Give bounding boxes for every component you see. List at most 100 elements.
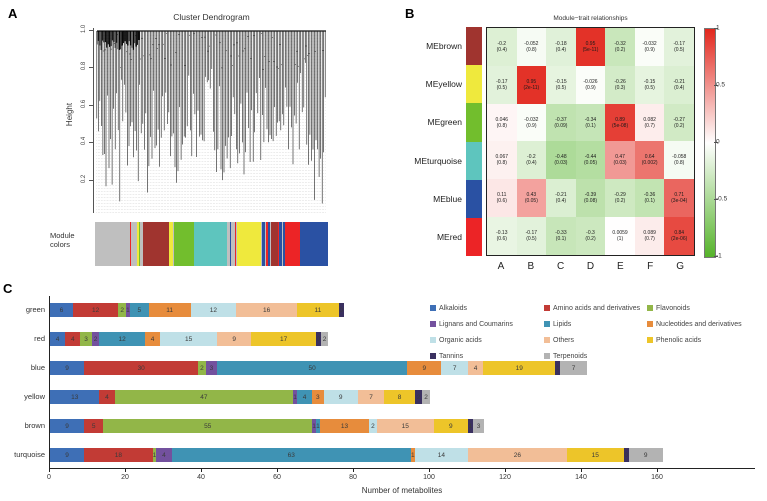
bar-segment-value: 55 — [204, 422, 212, 430]
colorbar-tick-label: 0 — [716, 138, 720, 146]
heatmap-cell: -0.032 (0.9) — [634, 28, 665, 66]
legend-swatch — [544, 321, 550, 327]
bar-segment-value: 9 — [65, 422, 69, 430]
x-tick-mark — [49, 469, 50, 472]
bar-segment: 9 — [217, 332, 252, 346]
bar-segment: 2 — [118, 303, 126, 317]
legend-item: Nucleotides and derivatives — [647, 316, 767, 332]
module-band-segment — [264, 222, 267, 266]
heatmap-row-labels: MEbrown MEyellow MEgreen MEturquoise MEblue M… — [366, 27, 462, 256]
module-band-segment — [267, 222, 270, 266]
heatmap-cell-pvalue: (0.002) — [641, 160, 658, 167]
heatmap-cell-pvalue: (0.1) — [555, 236, 567, 243]
heatmap-row-label: MEgreen — [427, 117, 463, 128]
bar-segment-value: 0 — [316, 335, 321, 343]
bar-segment: 1 — [312, 419, 316, 433]
module-band-segment — [281, 222, 283, 266]
heatmap-cell-value: -0.17 — [673, 40, 685, 47]
heatmap-cell: -0.48 (0.03) — [546, 141, 576, 180]
heatmap-colorbar — [704, 28, 716, 258]
heatmap-row-color-swatch — [466, 27, 482, 66]
bar-segment: 9 — [407, 361, 442, 375]
heatmap-cell-pvalue: (0.6) — [496, 236, 507, 243]
heatmap-cell: 0.046 (0.8) — [487, 103, 517, 142]
bar-segment: 17 — [251, 332, 316, 346]
bar-segment-value: 7 — [369, 393, 373, 401]
heatmap-cell-value: -0.032 — [524, 116, 539, 123]
dendrogram-y-tick-mark — [89, 105, 93, 106]
bar-segment-value: 9 — [65, 451, 69, 459]
bar-segment-value: 2 — [93, 335, 98, 343]
heatmap-cell: -0.3 (0.2) — [575, 217, 606, 255]
heatmap-title: Module−trait relationships — [553, 15, 628, 22]
heatmap-cell-pvalue: (0.03) — [613, 160, 627, 167]
bar-segment: 1 — [555, 361, 561, 375]
heatmap-cell-pvalue: (0.8) — [496, 122, 507, 129]
heatmap-cell-pvalue: (0.9) — [526, 122, 537, 129]
heatmap-cell: -0.2 (0.4) — [487, 28, 517, 66]
heatmap-cell-pvalue: (0.4) — [526, 160, 537, 167]
heatmap-cell: 0.95 (2e-11) — [516, 65, 547, 104]
heatmap-cell-pvalue: (0.5) — [496, 84, 507, 91]
heatmap-cell-value: -0.032 — [642, 40, 657, 47]
bar-segment-value: 13 — [71, 393, 79, 401]
colorbar-tick-label: 0.5 — [716, 81, 726, 89]
heatmap-cell-value: -0.21 — [555, 192, 567, 199]
bar-segment-value: 2 — [416, 393, 421, 401]
heatmap-cell-pvalue: (0.5) — [555, 84, 567, 91]
module-band-segment — [266, 222, 268, 266]
x-tick-label: 100 — [423, 474, 435, 481]
bar-segment: 4 — [50, 332, 66, 346]
heatmap-cell: -0.21 (0.4) — [546, 179, 576, 218]
bar-segment: 3 — [205, 361, 218, 375]
heatmap-cell: -0.34 (0.1) — [575, 103, 606, 142]
x-tick-mark — [353, 469, 354, 472]
heatmap-cell-value: -0.39 — [584, 192, 597, 199]
x-tick-mark — [201, 469, 202, 472]
bar-segment: 1 — [467, 419, 473, 433]
bar-segment-value: 1 — [411, 451, 415, 459]
bar-segment: 2 — [320, 332, 329, 346]
heatmap-cell: -0.37 (0.09) — [546, 103, 576, 142]
bar-segment-value: 4 — [55, 335, 60, 343]
heatmap-cell: -0.15 (0.5) — [546, 65, 576, 104]
heatmap-cell-value: -0.18 — [555, 40, 567, 47]
bar-segment: 13 — [50, 390, 100, 404]
heatmap-cell-value: 0.71 — [674, 192, 685, 199]
heatmap-cell-value: -0.17 — [525, 230, 538, 237]
colorbar-tick-mark — [714, 199, 718, 200]
heatmap-cell-value: -0.33 — [555, 230, 567, 237]
bar-segment-value: 11 — [166, 306, 174, 314]
bar-segment-value: 9 — [643, 451, 648, 459]
module-band-segment — [231, 222, 236, 266]
legend-swatch — [430, 337, 436, 343]
x-tick-mark — [581, 469, 582, 472]
x-tick-label: 120 — [499, 474, 511, 481]
heatmap-cell-pvalue: (0.8) — [674, 160, 685, 167]
heatmap-cell-pvalue: (0.6) — [496, 198, 507, 205]
bar-segment: 9 — [628, 448, 663, 462]
colorbar-tick-label: -0.5 — [716, 195, 728, 203]
bar-segment-value: 50 — [308, 364, 316, 372]
heatmap-cell: -0.18 (0.4) — [546, 28, 576, 66]
dendrogram-y-tick-label: 0.4 — [81, 136, 88, 146]
bar-segment: 19 — [483, 361, 556, 375]
heatmap-column-label: A — [497, 261, 505, 272]
module-band-segment — [168, 222, 173, 266]
heatmap-cell: -0.15 (0.5) — [634, 65, 665, 104]
legend-swatch — [430, 305, 436, 311]
legend-item: Lipids — [544, 316, 647, 332]
heatmap-cell-value: -0.26 — [614, 78, 626, 85]
heatmap-cell-value: -0.36 — [643, 192, 656, 199]
barchart-bar-row: 4 4 3 2 12 4 15 9 17 0 2 — [50, 332, 329, 346]
heatmap-cell-pvalue: (0.05) — [524, 198, 538, 205]
heatmap-cell-pvalue: (0.5) — [644, 84, 655, 91]
heatmap-cell-pvalue: (0.8) — [526, 46, 537, 53]
heatmap-cell-pvalue: (0.7) — [644, 122, 655, 129]
dendrogram-y-tick-mark — [89, 142, 93, 143]
bar-segment-value: 2 — [371, 422, 375, 430]
legend-swatch — [544, 337, 550, 343]
module-band-segment — [174, 222, 194, 266]
heatmap-row-label: MEyellow — [425, 79, 462, 90]
legend-item-label: Alkaloids — [439, 304, 468, 312]
